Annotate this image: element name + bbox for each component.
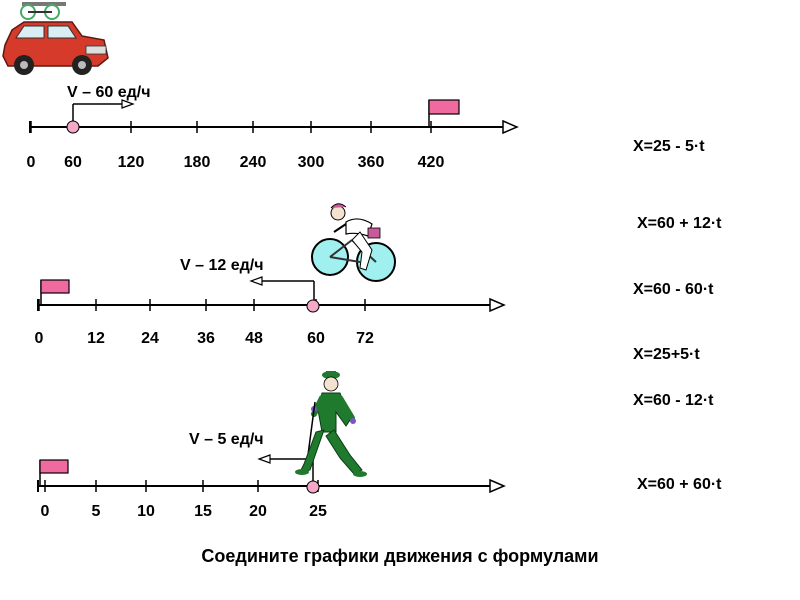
car-icon [2, 2, 109, 75]
tick-label: 240 [240, 154, 267, 171]
tick-label: 180 [184, 154, 211, 171]
task-caption: Соедините графики движения с формулами [201, 546, 599, 566]
tick-label: 15 [194, 503, 212, 520]
tick-label: 420 [418, 154, 445, 171]
formula-5: X=60 - 12·t [633, 392, 714, 409]
finish-flag-icon [39, 459, 69, 486]
tick-label: 72 [356, 330, 374, 347]
velocity-arrow-2 [249, 276, 315, 303]
tick-label: 0 [35, 330, 44, 347]
tick-label: 48 [245, 330, 263, 347]
tick-label: 24 [141, 330, 159, 347]
number-line-3: 0 5 10 15 20 25 [37, 478, 506, 520]
tick-label: 25 [309, 503, 327, 520]
velocity-label-2: V – 12 ед/ч [180, 257, 264, 274]
tick-label: 60 [64, 154, 82, 171]
walker-icon [295, 371, 367, 477]
tick-label: 0 [27, 154, 36, 171]
moving-point-1 [66, 120, 80, 134]
moving-point-2 [306, 299, 320, 313]
tick-label: 300 [298, 154, 325, 171]
tick-label: 5 [92, 503, 101, 520]
formula-3: X=60 - 60·t [633, 281, 714, 298]
tick-label: 120 [118, 154, 145, 171]
finish-flag-icon [40, 279, 70, 305]
tick-label: 20 [249, 503, 267, 520]
tick-label: 36 [197, 330, 215, 347]
formula-4: X=25+5·t [633, 346, 700, 363]
velocity-label-1: V – 60 ед/ч [67, 84, 151, 101]
tick-label: 12 [87, 330, 105, 347]
moving-point-3 [306, 480, 320, 494]
formula-6: X=60 + 60·t [637, 476, 722, 493]
number-line-1: 0 60 120 180 240 300 360 420 [27, 119, 519, 171]
finish-flag-icon [428, 99, 460, 127]
tick-label: 360 [358, 154, 385, 171]
cyclist-icon [311, 203, 396, 282]
tick-label: 0 [41, 503, 50, 520]
tick-label: 10 [137, 503, 155, 520]
formula-2: X=60 + 12·t [637, 215, 722, 232]
velocity-label-3: V – 5 ед/ч [189, 431, 264, 448]
formula-1: X=25 - 5·t [633, 138, 705, 155]
velocity-arrow-1 [72, 99, 135, 125]
number-line-2: 0 12 24 36 48 60 72 [35, 297, 506, 347]
tick-label: 60 [307, 330, 325, 347]
